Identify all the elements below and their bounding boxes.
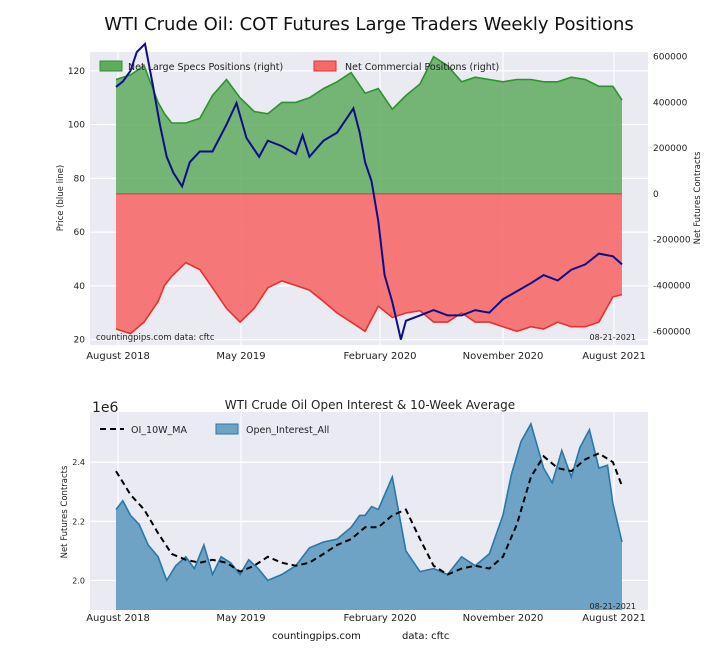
y-tick-label-left: 60 bbox=[74, 228, 86, 238]
y-axis-label-right: Net Futures Contracts bbox=[693, 151, 703, 244]
page-title: WTI Crude Oil: COT Futures Large Traders… bbox=[104, 14, 634, 35]
x-tick-label-oi: February 2020 bbox=[344, 613, 417, 624]
source-note: countingpips.com data: cftc bbox=[96, 333, 215, 343]
x-tick-label: February 2020 bbox=[344, 351, 417, 362]
open-interest-line bbox=[115, 421, 623, 583]
legend-swatch-commercial bbox=[313, 60, 337, 72]
footer-data-text: data: cftc bbox=[402, 631, 450, 642]
y-tick-label-oi: 2.2 bbox=[72, 517, 85, 526]
commercial-area bbox=[116, 193, 622, 334]
price-line bbox=[115, 41, 623, 340]
specs-line bbox=[115, 55, 623, 124]
y-tick-label-right: 600000 bbox=[653, 53, 688, 63]
x-tick-label: August 2018 bbox=[86, 351, 150, 362]
y-tick-label-oi: 2.0 bbox=[72, 576, 85, 585]
y-tick-label-right: 200000 bbox=[653, 144, 688, 154]
y-tick-label-left: 100 bbox=[68, 121, 85, 131]
y-tick-label-left: 40 bbox=[74, 282, 86, 292]
x-tick-label-oi: August 2018 bbox=[86, 613, 150, 624]
y-tick-label-right: -400000 bbox=[653, 281, 691, 291]
legend-swatch-oi bbox=[215, 423, 239, 435]
y-axis-label-left: Price (blue line) bbox=[56, 165, 66, 232]
date-note-oi: 08-21-2021 bbox=[590, 602, 637, 611]
legend-label-oi: Open_Interest_All bbox=[246, 425, 329, 436]
y-tick-label-right: 400000 bbox=[653, 98, 688, 108]
y-tick-label-right: -600000 bbox=[653, 327, 691, 337]
y-scale-label: 1e6 bbox=[92, 400, 119, 416]
x-tick-label: November 2020 bbox=[463, 351, 544, 362]
x-tick-label-oi: August 2021 bbox=[582, 613, 646, 624]
x-tick-label: August 2021 bbox=[582, 351, 646, 362]
commercial-line bbox=[115, 261, 623, 335]
legend-label-specs: Net Large Specs Positions (right) bbox=[128, 62, 283, 73]
footer-site-text: countingpips.com bbox=[272, 631, 361, 642]
chart-title-open-interest: WTI Crude Oil Open Interest & 10-Week Av… bbox=[225, 398, 515, 412]
y-axis-label-oi: Net Futures Contracts bbox=[60, 465, 70, 558]
legend-swatch-specs bbox=[99, 60, 123, 72]
x-tick-label: May 2019 bbox=[216, 351, 265, 362]
y-tick-label-left: 120 bbox=[68, 67, 85, 77]
x-tick-label-oi: May 2019 bbox=[216, 613, 265, 624]
y-tick-label-right: -200000 bbox=[653, 236, 691, 246]
y-tick-label-left: 80 bbox=[74, 174, 86, 184]
x-tick-label-oi: November 2020 bbox=[463, 613, 544, 624]
y-tick-label-right: 0 bbox=[653, 190, 659, 200]
legend-label-commercial: Net Commercial Positions (right) bbox=[345, 62, 499, 73]
y-tick-label-left: 20 bbox=[74, 336, 86, 346]
legend-label-ma: OI_10W_MA bbox=[131, 425, 187, 436]
date-note: 08-21-2021 bbox=[590, 333, 637, 342]
oi-10w-ma-line bbox=[115, 452, 623, 576]
y-tick-label-oi: 2.4 bbox=[72, 458, 85, 467]
specs-area bbox=[116, 56, 622, 194]
